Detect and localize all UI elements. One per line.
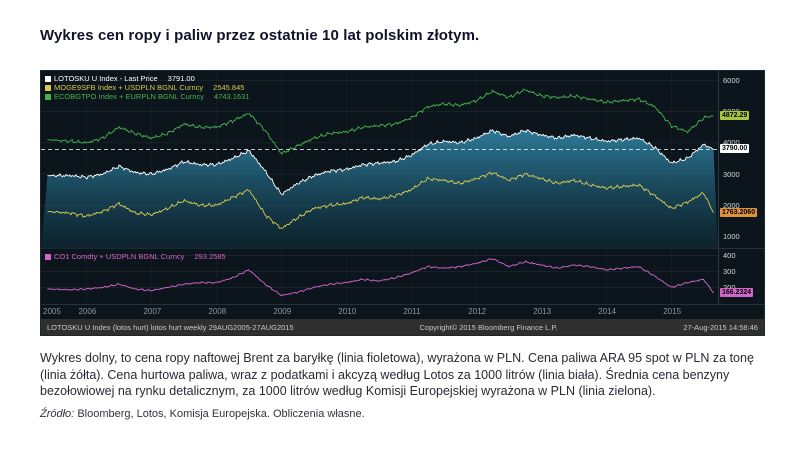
- legend-value: 4743.1631: [213, 92, 250, 101]
- y-axis-label: 3000: [723, 169, 740, 179]
- sub-panel: CO1 Comdty + USDPLN BGNL Curncy 293.2585…: [41, 249, 764, 305]
- y-axis-label: 4000: [723, 138, 740, 148]
- bloomberg-chart: LOTOSKU U Index - Last Price 3791.00 MOG…: [40, 70, 765, 336]
- x-axis-label: 2005: [43, 307, 61, 316]
- chart-description: Wykres dolny, to cena ropy naftowej Bren…: [40, 351, 754, 398]
- main-panel: LOTOSKU U Index - Last Price 3791.00 MOG…: [41, 71, 764, 249]
- series-color-chip: [45, 75, 51, 82]
- legend-label: MOGE9SFB Index + USDPLN BGNL Curncy: [54, 83, 204, 92]
- y-axis-label: 2000: [723, 200, 740, 210]
- last-price-badge: 3790.00: [720, 144, 750, 154]
- x-axis-label: 2015: [663, 307, 682, 316]
- main-legend: LOTOSKU U Index - Last Price 3791.00 MOG…: [45, 74, 249, 101]
- x-axis-label: 2011: [403, 307, 421, 316]
- legend-label: CO1 Comdty + USDPLN BGNL Curncy: [54, 252, 185, 261]
- y-axis-label: 300: [723, 266, 736, 276]
- article-page: Wykres cen ropy i paliw przez ostatnie 1…: [0, 26, 805, 420]
- legend-item-brent: CO1 Comdty + USDPLN BGNL Curncy 293.2585: [45, 252, 226, 261]
- chart-footer-datetime: 27-Aug-2015 14:58:46: [683, 322, 758, 332]
- source-text: Bloomberg, Lotos, Komisja Europejska. Ob…: [77, 407, 365, 420]
- series-color-chip: [45, 84, 51, 91]
- source-prefix: Źródło:: [40, 407, 75, 420]
- x-axis-label: 2013: [533, 307, 552, 316]
- sub-panel-plot: [41, 249, 718, 305]
- legend-item-lotos: LOTOSKU U Index - Last Price 3791.00: [45, 74, 249, 83]
- x-axis-label: 2008: [208, 307, 227, 316]
- legend-label: ECOBGTPO Index + EURPLN BGNL Curncy: [54, 92, 204, 101]
- x-axis-label: 2014: [598, 307, 617, 316]
- x-axis-label: 2007: [143, 307, 162, 316]
- legend-item-retail: ECOBGTPO Index + EURPLN BGNL Curncy 4743…: [45, 92, 249, 101]
- main-panel-plot: [41, 71, 718, 249]
- sub-y-axis: 200 300 400 166.2324: [718, 249, 764, 304]
- series-color-chip: [45, 93, 51, 100]
- legend-label: LOTOSKU U Index - Last Price: [54, 74, 158, 83]
- main-y-axis: 1000200030004000500060004872.293790.0017…: [718, 71, 764, 248]
- chart-footer-copyright: Copyright© 2015 Bloomberg Finance L.P.: [419, 322, 558, 332]
- page-title: Wykres cen ropy i paliw przez ostatnie 1…: [40, 27, 480, 44]
- legend-item-ara95: MOGE9SFB Index + USDPLN BGNL Curncy 2545…: [45, 83, 249, 92]
- legend-value: 3791.00: [167, 74, 195, 83]
- sub-legend: CO1 Comdty + USDPLN BGNL Curncy 293.2585: [45, 252, 226, 261]
- legend-value: 293.2585: [194, 252, 226, 261]
- x-axis-label: 2006: [78, 307, 97, 316]
- x-axis: 2005 2006 2007 2008 2009 2010 2011 2012 2013 2014…: [41, 305, 718, 319]
- y-axis-label: 6000: [723, 75, 740, 85]
- last-price-badge: 4872.29: [720, 110, 750, 120]
- chart-footer-left: LOTOSKU U Index (lotos hurt) lotos hurt …: [47, 322, 294, 332]
- y-axis-label: 200: [723, 283, 736, 292]
- x-axis-label: 2009: [273, 307, 292, 316]
- y-axis-label: 400: [723, 250, 736, 260]
- x-axis-label: 2010: [338, 307, 357, 316]
- last-price-badge: 1763.2060: [720, 207, 758, 217]
- y-axis-label: 1000: [723, 232, 740, 241]
- legend-value: 2545.845: [213, 83, 245, 92]
- chart-footer: LOTOSKU U Index (lotos hurt) lotos hurt …: [41, 319, 764, 335]
- last-price-badge: 166.2324: [720, 287, 754, 297]
- series-color-chip: [45, 253, 51, 260]
- source-line: Źródło: Bloomberg, Lotos, Komisja Europe…: [40, 408, 765, 420]
- x-axis-label: 2012: [468, 307, 487, 316]
